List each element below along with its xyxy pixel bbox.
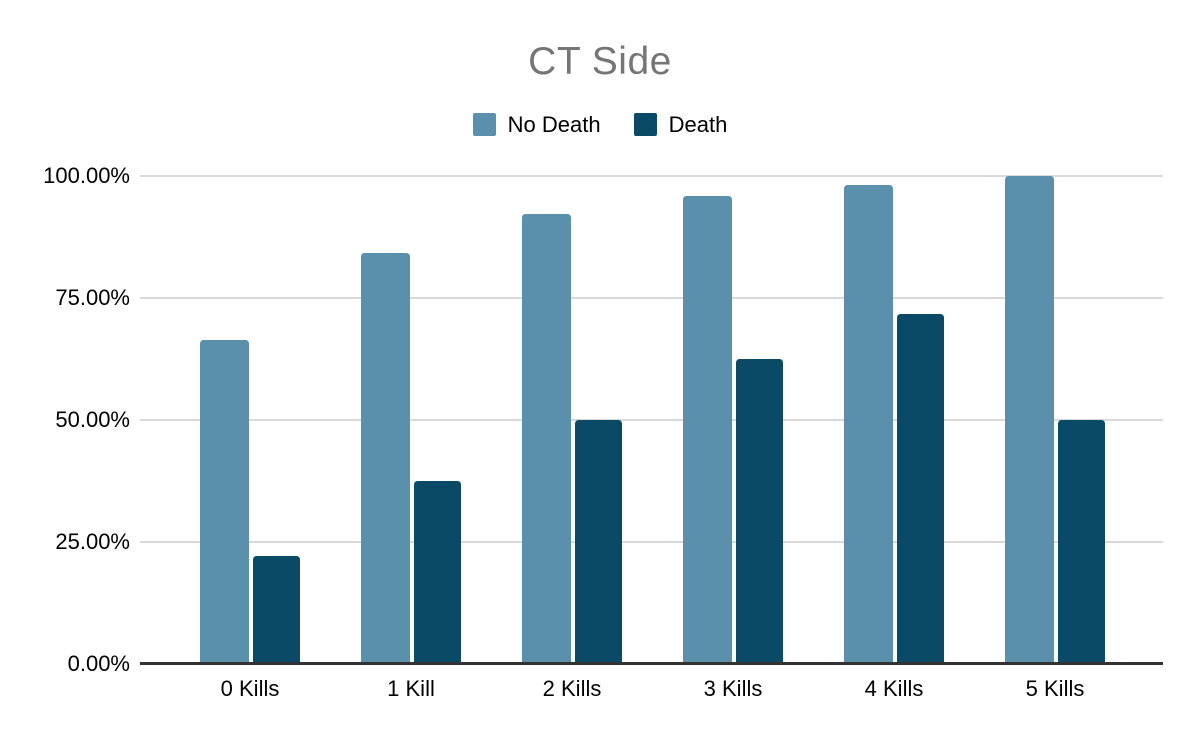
legend-swatch-icon	[472, 112, 496, 136]
bar-group-1-kill	[361, 253, 461, 664]
gridline	[140, 175, 1163, 177]
plot-area	[140, 175, 1163, 665]
gridline	[140, 419, 1163, 421]
y-tick-label: 0.00%	[67, 651, 130, 676]
legend-label: Death	[668, 111, 728, 137]
legend-swatch-icon	[633, 112, 657, 136]
bar-death-0-kills	[253, 556, 300, 664]
chart-title: CT Side	[528, 40, 672, 83]
gridline	[140, 541, 1163, 543]
bar-no-death-2-kills	[522, 214, 571, 664]
bar-no-death-4-kills	[844, 185, 893, 664]
bar-no-death-5-kills	[1005, 176, 1054, 664]
x-axis-line	[140, 662, 1163, 665]
bar-group-5-kills	[1005, 176, 1105, 664]
bar-group-0-kills	[200, 340, 300, 664]
x-tick-label-5-kills: 5 Kills	[1025, 676, 1085, 701]
bar-group-4-kills	[844, 185, 944, 664]
x-tick-label-3-kills: 3 Kills	[703, 676, 763, 701]
legend-item-no-death: No Death	[472, 111, 601, 137]
bar-no-death-3-kills	[683, 196, 732, 664]
bar-no-death-0-kills	[200, 340, 249, 664]
bar-death-5-kills	[1058, 420, 1105, 664]
bar-group-3-kills	[683, 196, 783, 664]
chart-legend: No Death Death	[0, 110, 1200, 138]
x-tick-label-0-kills: 0 Kills	[220, 676, 280, 701]
x-tick-label-1-kill: 1 Kill	[387, 676, 435, 701]
bar-group-2-kills	[522, 214, 622, 664]
bar-death-4-kills	[897, 314, 944, 664]
y-tick-label: 50.00%	[55, 407, 130, 432]
bar-death-1-kill	[414, 481, 461, 664]
x-tick-label-4-kills: 4 Kills	[864, 676, 924, 701]
bar-death-3-kills	[736, 359, 783, 664]
bar-death-2-kills	[575, 420, 622, 664]
legend-label: No Death	[507, 111, 601, 137]
gridline	[140, 297, 1163, 299]
y-tick-label: 75.00%	[55, 285, 130, 310]
y-tick-label: 100.00%	[43, 163, 130, 188]
y-tick-label: 25.00%	[55, 529, 130, 554]
bar-no-death-1-kill	[361, 253, 410, 664]
x-tick-label-2-kills: 2 Kills	[542, 676, 602, 701]
legend-item-death: Death	[633, 111, 728, 137]
